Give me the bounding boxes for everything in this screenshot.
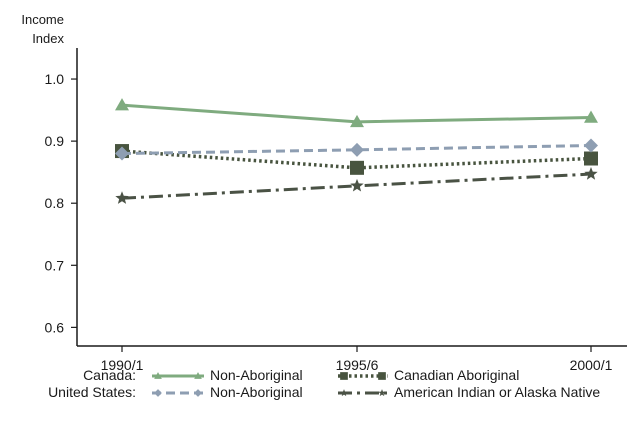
- y-tick-label: 0.6: [45, 319, 65, 335]
- data-point-united-states-non-aboriginal: [584, 138, 598, 153]
- legend-label-us-non-aboriginal: Non-Aboriginal: [210, 384, 303, 400]
- legend-country-canada: Canada:: [83, 367, 136, 383]
- y-axis-title-line-1: Income: [21, 12, 64, 27]
- y-axis-title-line-2: Index: [32, 31, 64, 46]
- legend-symbols: [152, 372, 388, 397]
- data-point-united-states-non-aboriginal: [350, 142, 364, 157]
- legend-marker-united-states-non-aboriginal: [154, 389, 162, 397]
- legend-marker-united-states-non-aboriginal: [194, 389, 202, 397]
- series-line-canada-canadian-aboriginal: [121, 149, 592, 170]
- data-point-canada-canadian-aboriginal: [350, 160, 364, 175]
- legend-marker-canada-non-aboriginal: [194, 372, 202, 379]
- data-point-united-states-american-indian-or-alaska-native: [115, 191, 129, 204]
- y-tick-label: 0.9: [45, 133, 65, 149]
- data-point-united-states-non-aboriginal: [115, 146, 129, 161]
- data-point-canada-canadian-aboriginal: [584, 151, 598, 166]
- data-point-canada-non-aboriginal: [350, 114, 364, 128]
- legend-label-canadian-aboriginal: Canadian Aboriginal: [394, 367, 520, 383]
- y-tick-label: 1.0: [45, 71, 65, 87]
- legend-label-canada-non-aboriginal: Non-Aboriginal: [210, 367, 303, 383]
- legend-country-united-states: United States:: [48, 384, 136, 400]
- x-tick-label: 1990/1: [101, 357, 144, 373]
- legend-marker-canada-canadian-aboriginal: [378, 372, 386, 380]
- data-point-canada-non-aboriginal: [115, 98, 129, 111]
- legend-label-american-indian-alaska-native: American Indian or Alaska Native: [394, 384, 601, 400]
- data-point-united-states-american-indian-or-alaska-native: [584, 167, 598, 180]
- legend-marker-canada-canadian-aboriginal: [340, 372, 348, 380]
- data-point-united-states-american-indian-or-alaska-native: [350, 178, 364, 192]
- x-tick-label: 2000/1: [570, 357, 613, 373]
- legend-marker-united-states-american-indian-or-alaska-native: [340, 389, 348, 397]
- x-ticks: 1990/1 1995/6 2000/1: [101, 346, 613, 373]
- y-ticks: 0.6 0.7 0.8 0.9 1.0: [45, 71, 77, 335]
- x-tick-label: 1995/6: [336, 357, 379, 373]
- series-layer: [115, 98, 598, 204]
- series-line-united-states-non-aboriginal: [121, 143, 592, 156]
- legend-marker-united-states-american-indian-or-alaska-native: [378, 389, 386, 397]
- y-tick-label: 0.8: [45, 195, 65, 211]
- axes: [76, 48, 627, 347]
- data-point-canada-non-aboriginal: [584, 110, 598, 123]
- legend-marker-canada-non-aboriginal: [154, 372, 162, 379]
- y-tick-label: 0.7: [45, 257, 65, 273]
